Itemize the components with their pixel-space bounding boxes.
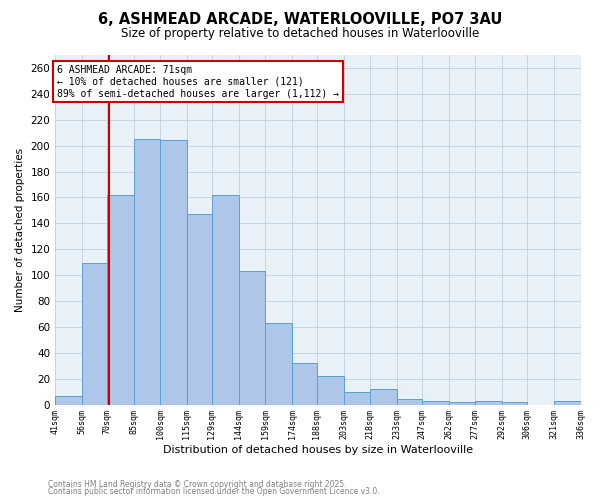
Text: Contains HM Land Registry data © Crown copyright and database right 2025.: Contains HM Land Registry data © Crown c… [48,480,347,489]
Bar [317,376,344,404]
Bar [265,323,292,404]
Bar [292,363,317,405]
Bar [160,140,187,404]
Bar [107,195,134,404]
Bar [502,402,527,404]
Bar [55,396,82,404]
Bar [82,264,107,404]
Text: Contains public sector information licensed under the Open Government Licence v3: Contains public sector information licen… [48,487,380,496]
Y-axis label: Number of detached properties: Number of detached properties [15,148,25,312]
Bar [344,392,370,404]
Text: Size of property relative to detached houses in Waterlooville: Size of property relative to detached ho… [121,28,479,40]
Bar [422,400,449,404]
Text: 6, ASHMEAD ARCADE, WATERLOOVILLE, PO7 3AU: 6, ASHMEAD ARCADE, WATERLOOVILLE, PO7 3A… [98,12,502,28]
Bar [187,214,212,404]
Bar [370,389,397,404]
Bar [397,400,422,404]
X-axis label: Distribution of detached houses by size in Waterlooville: Distribution of detached houses by size … [163,445,473,455]
Bar [554,400,581,404]
Bar [212,195,239,404]
Text: 6 ASHMEAD ARCADE: 71sqm
← 10% of detached houses are smaller (121)
89% of semi-d: 6 ASHMEAD ARCADE: 71sqm ← 10% of detache… [57,66,339,98]
Bar [239,271,265,404]
Bar [134,139,160,404]
Bar [475,400,502,404]
Bar [449,402,475,404]
